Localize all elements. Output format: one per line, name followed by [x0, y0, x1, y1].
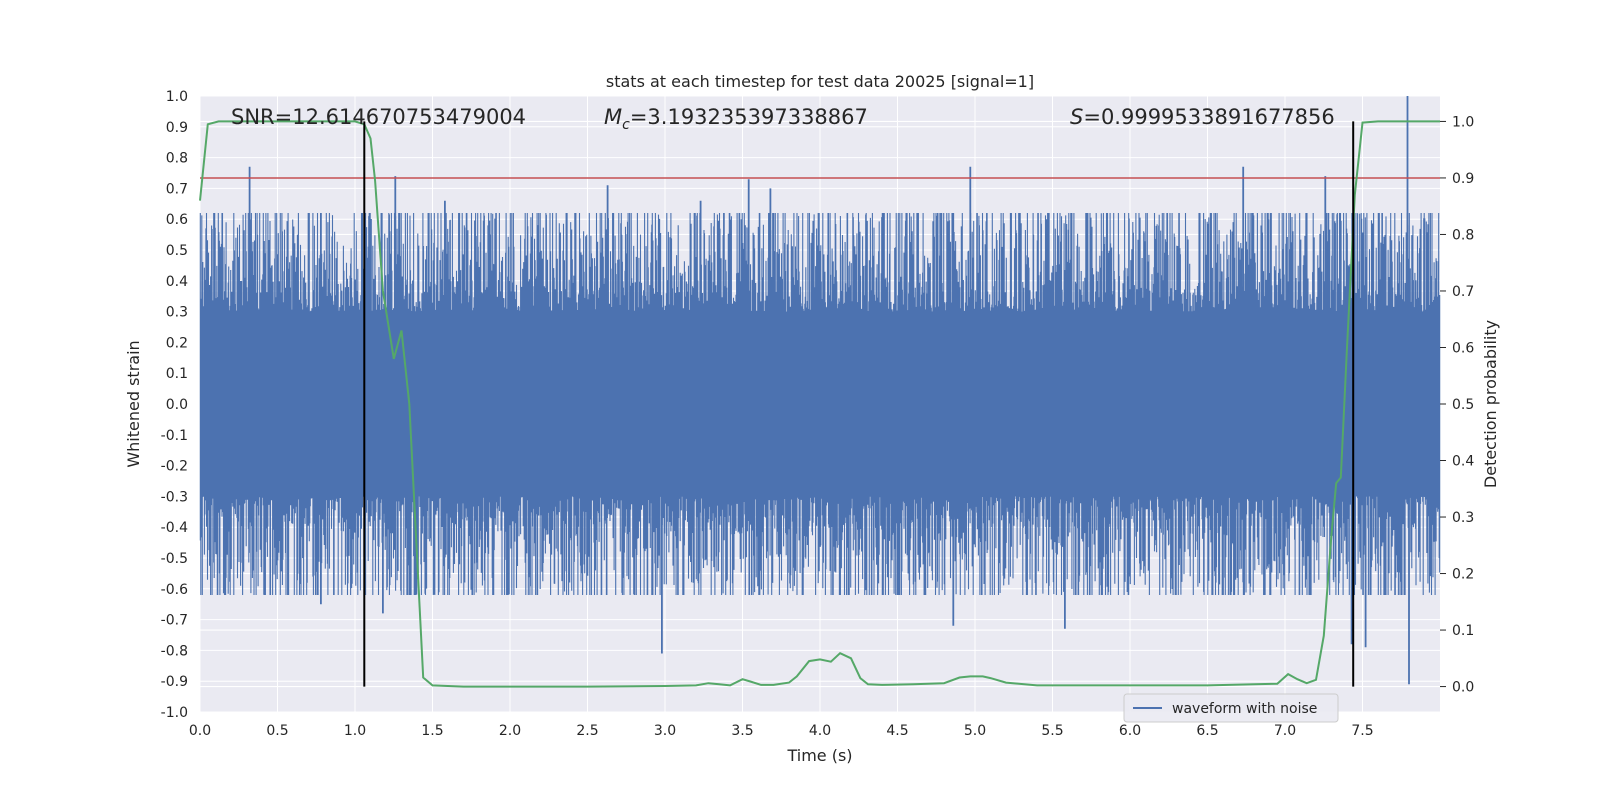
x-tick-label: 4.0	[809, 723, 831, 739]
y-tick-label: -1.0	[161, 705, 188, 721]
y-axis-right-label: Detection probability	[1481, 320, 1500, 488]
y-tick-label: 0.1	[166, 366, 188, 382]
legend-label: waveform with noise	[1172, 701, 1317, 717]
y-right-tick-label: 0.5	[1452, 397, 1474, 413]
x-tick-label: 4.5	[886, 723, 908, 739]
overlay-marks	[199, 120, 1440, 688]
chart-title: stats at each timestep for test data 200…	[606, 72, 1034, 91]
y-right-tick-label: 0.4	[1452, 454, 1474, 470]
y-tick-label: 0.3	[166, 305, 188, 321]
probability-line	[199, 120, 1440, 688]
y-tick-label: 0.8	[166, 151, 188, 167]
y-right-tick-label: 0.6	[1452, 340, 1474, 356]
s-annotation: S=0.9999533891677856	[1070, 105, 1335, 129]
y-tick-label: 0.2	[166, 335, 188, 351]
y-tick-label: -0.9	[161, 674, 188, 690]
x-tick-label: 6.0	[1119, 723, 1141, 739]
chirp-mass-value: =3.193235397338867	[630, 105, 868, 129]
y-tick-label: 0.7	[166, 181, 188, 197]
y-tick-label: -0.4	[161, 520, 188, 536]
x-tick-label: 6.5	[1196, 723, 1218, 739]
y-tick-label: -0.6	[161, 582, 188, 598]
x-tick-label: 2.0	[499, 723, 521, 739]
s-value: =0.9999533891677856	[1083, 105, 1334, 129]
y-axis-label: Whitened strain	[124, 340, 143, 467]
y-tick-label: 0.9	[166, 120, 188, 136]
chirp-mass-subscript: c	[622, 117, 630, 133]
y-tick-label: -0.2	[161, 459, 188, 475]
waveform-peaks	[248, 96, 1410, 685]
y-right-tick-label: 1.0	[1452, 114, 1474, 130]
y-tick-label: -0.5	[161, 551, 188, 567]
y-right-tick-label: 0.9	[1452, 171, 1474, 187]
x-tick-label: 1.5	[421, 723, 443, 739]
y-right-tick-label: 0.0	[1452, 680, 1474, 696]
x-axis-ticks: 0.0 0.5 1.0 1.5 2.0 2.5 3.0 3.5 4.0 4.5 5.0 5.5 6.0 6…	[189, 723, 1374, 739]
x-tick-label: 7.0	[1274, 723, 1296, 739]
x-tick-label: 5.0	[964, 723, 986, 739]
y-tick-label: 0.4	[166, 274, 188, 290]
y-tick-label: -0.1	[161, 428, 188, 444]
x-tick-label: 0.0	[189, 723, 211, 739]
s-symbol: S	[1070, 105, 1083, 129]
y-tick-label: 1.0	[166, 89, 188, 105]
snr-annotation: SNR=12.614670753479004	[231, 105, 526, 129]
y-right-tick-label: 0.8	[1452, 227, 1474, 243]
y-tick-label: 0.6	[166, 212, 188, 228]
waveform-series	[199, 96, 1441, 685]
chirp-mass-annotation: Mc=3.193235397338867	[604, 105, 868, 133]
x-tick-label: 1.0	[344, 723, 366, 739]
y-tick-label: -0.3	[161, 489, 188, 505]
chirp-mass-symbol: M	[604, 105, 622, 129]
x-tick-label: 0.5	[266, 723, 288, 739]
x-tick-label: 3.5	[731, 723, 753, 739]
y-right-tick-label: 0.7	[1452, 284, 1474, 300]
x-tick-label: 5.5	[1041, 723, 1063, 739]
legend-box	[1123, 693, 1339, 723]
x-tick-label: 3.0	[654, 723, 676, 739]
waveform-noise-spikes	[199, 213, 1441, 595]
x-tick-label: 7.5	[1351, 723, 1373, 739]
y-tick-label: -0.7	[161, 613, 188, 629]
x-axis-label: Time (s)	[786, 746, 852, 765]
y-tick-label: 0.0	[166, 397, 188, 413]
y-tick-label: 0.5	[166, 243, 188, 259]
left-axis-ticks: 1.0 0.9 0.8 0.7 0.6 0.5 0.4 0.3 0.2 0.1 0.0 -0.1 -0.…	[161, 89, 188, 721]
x-tick-label: 2.5	[576, 723, 598, 739]
y-right-tick-label: 0.1	[1452, 623, 1474, 639]
y-right-tick-label: 0.3	[1452, 510, 1474, 526]
y-tick-label: -0.8	[161, 643, 188, 659]
legend: waveform with noise	[1123, 693, 1339, 723]
y-right-tick-label: 0.2	[1452, 567, 1474, 583]
right-axis-ticks: 1.0 0.9 0.8 0.7 0.6 0.5 0.4 0.3 0.2 0.1 0.0	[1440, 114, 1474, 696]
